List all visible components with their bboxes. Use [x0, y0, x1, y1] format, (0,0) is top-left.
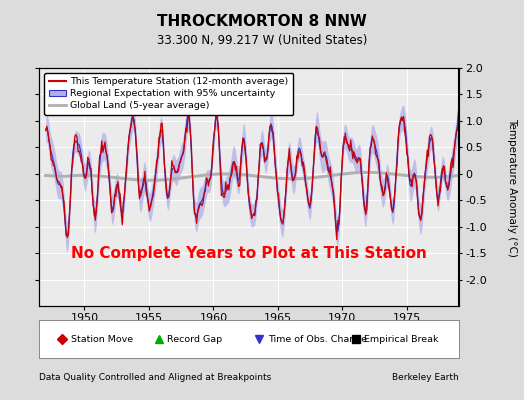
Text: Data Quality Controlled and Aligned at Breakpoints: Data Quality Controlled and Aligned at B… — [39, 373, 271, 382]
Text: 33.300 N, 99.217 W (United States): 33.300 N, 99.217 W (United States) — [157, 34, 367, 47]
Legend: This Temperature Station (12-month average), Regional Expectation with 95% uncer: This Temperature Station (12-month avera… — [44, 73, 293, 115]
Text: Berkeley Earth: Berkeley Earth — [392, 373, 458, 382]
Text: No Complete Years to Plot at This Station: No Complete Years to Plot at This Statio… — [71, 246, 427, 261]
Y-axis label: Temperature Anomaly (°C): Temperature Anomaly (°C) — [507, 118, 517, 256]
Text: Record Gap: Record Gap — [167, 334, 222, 344]
Text: Station Move: Station Move — [71, 334, 133, 344]
Text: THROCKMORTON 8 NNW: THROCKMORTON 8 NNW — [157, 14, 367, 29]
Text: Time of Obs. Change: Time of Obs. Change — [268, 334, 367, 344]
Text: Empirical Break: Empirical Break — [364, 334, 439, 344]
